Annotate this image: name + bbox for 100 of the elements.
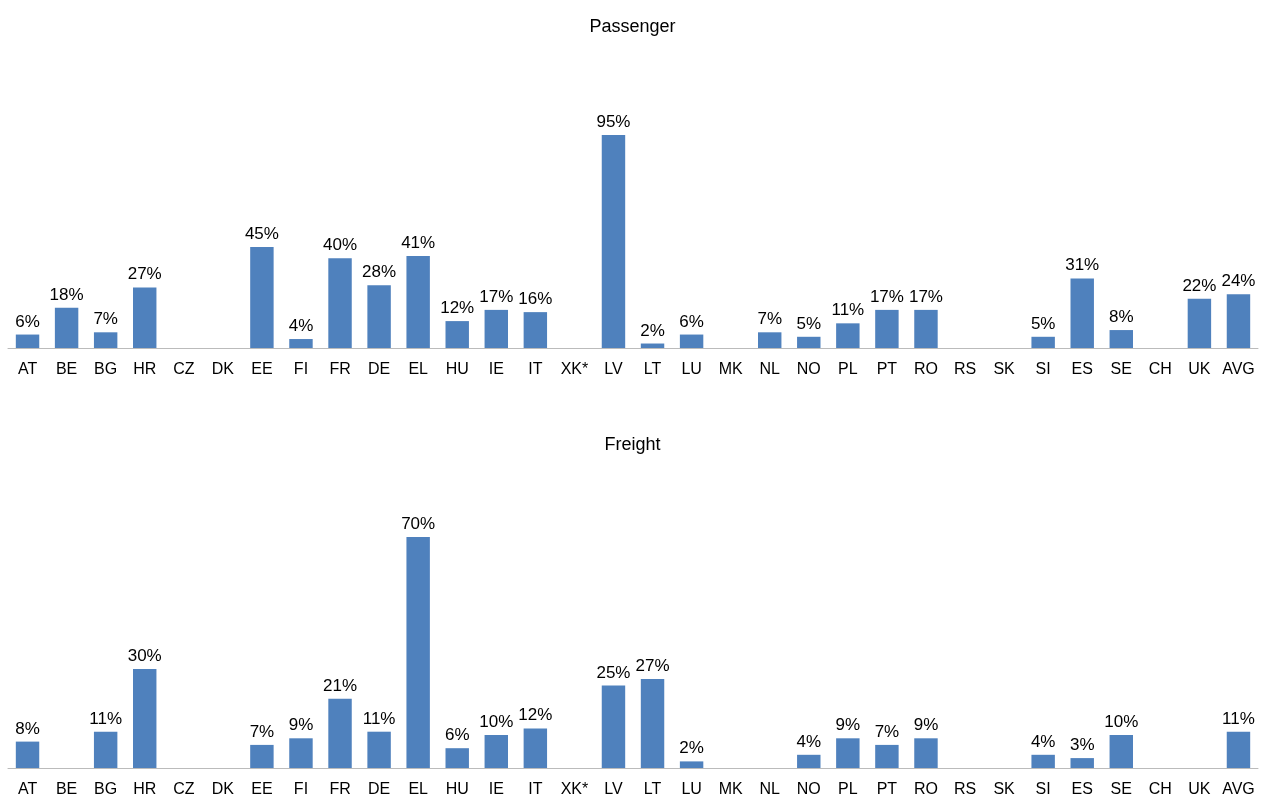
x-tick-label: SI [1035,359,1051,377]
data-label: 8% [15,718,40,738]
x-tick-label: RO [913,359,938,377]
x-tick-label: RS [953,359,977,377]
x-tick-label: BG [94,359,118,377]
x-tick-label: BE [55,359,78,377]
bar [367,731,391,768]
x-tick-label: IT [528,779,543,797]
data-label: 3% [1069,735,1095,755]
data-label: 7% [757,309,783,329]
data-label: 8% [1108,307,1134,327]
bar [1226,294,1251,348]
data-label: 45% [244,224,279,244]
data-label: 12% [440,298,475,318]
bar [250,247,274,348]
x-tick-label: SK [993,359,1016,377]
x-tick-label: UK [1188,359,1211,377]
x-tick-label: XK* [560,779,589,797]
data-label: 70% [401,514,436,533]
x-tick-label: IT [528,359,543,377]
x-tick-label: PT [876,359,898,377]
x-tick-label: LT [643,359,662,377]
data-label: 24% [1221,271,1256,291]
bar [1187,298,1212,348]
data-label: 11% [89,708,123,728]
data-label: 4% [796,731,822,751]
bar [15,741,40,768]
data-label: 11% [831,300,865,320]
x-tick-label: NL [759,779,781,797]
bar [15,334,40,348]
bar [679,334,704,348]
bar [679,761,704,768]
data-label: 17% [908,286,943,306]
x-tick-label: FR [329,779,351,797]
x-tick-label: SE [1110,359,1132,377]
data-label: 6% [444,725,470,745]
data-label: 31% [1065,255,1100,275]
x-tick-label: NL [759,359,781,377]
bar [406,256,430,348]
bar [133,287,157,348]
x-tick-label: PL [838,359,858,377]
data-label: 5% [1030,313,1056,333]
bar [328,698,352,768]
data-label: 5% [796,313,822,333]
x-tick-label: CZ [173,779,195,797]
data-label: 95% [596,112,631,131]
x-tick-label: HR [133,359,157,377]
bar [93,332,118,348]
x-tick-label: DE [367,359,391,377]
data-label: 12% [518,705,553,725]
data-label: 17% [479,286,514,306]
bar [523,312,548,348]
data-label: 4% [288,316,314,336]
x-tick-label: IE [488,779,504,797]
x-tick-label: AVG [1222,779,1255,797]
x-tick-label: LT [643,779,662,797]
data-label: 6% [15,311,40,331]
x-tick-label: SI [1035,779,1051,797]
x-tick-label: PL [838,779,858,797]
data-label: 28% [362,262,397,282]
data-label: 7% [249,721,275,741]
x-tick-label: AT [17,779,38,797]
bar [1109,735,1133,768]
x-tick-label: LU [681,359,702,377]
bar [836,323,860,348]
bar [1109,330,1133,348]
bar [445,321,469,348]
x-tick-label: BE [55,779,78,797]
x-tick-label: DK [211,359,235,377]
data-label: 6% [679,311,704,331]
bar [601,685,626,768]
x-tick-label: CH [1148,359,1172,377]
data-label: 9% [913,715,939,735]
data-label: 30% [127,646,162,665]
x-tick-label: PT [876,779,898,797]
chart-title: Freight [604,434,661,454]
bar [914,738,938,768]
bar [328,258,352,348]
x-tick-label: ES [1071,359,1093,377]
data-label: 2% [679,738,704,758]
x-tick-label: CZ [173,359,195,377]
bar [445,748,469,768]
x-tick-label: LV [604,779,623,797]
x-tick-label: BG [94,779,118,797]
bar [133,669,157,768]
data-label: 25% [596,662,631,682]
bar [523,728,548,768]
bar [875,309,899,348]
bar [1226,731,1251,768]
bar [1031,754,1055,768]
data-label: 4% [1030,731,1056,751]
x-tick-label: CH [1148,779,1172,797]
data-label: 27% [127,264,162,284]
data-label: 2% [640,320,665,340]
x-tick-label: IE [488,359,504,377]
x-tick-label: MK [718,359,743,377]
bar [289,339,313,348]
bar [797,336,821,348]
bar [484,735,508,768]
bar [797,754,821,768]
